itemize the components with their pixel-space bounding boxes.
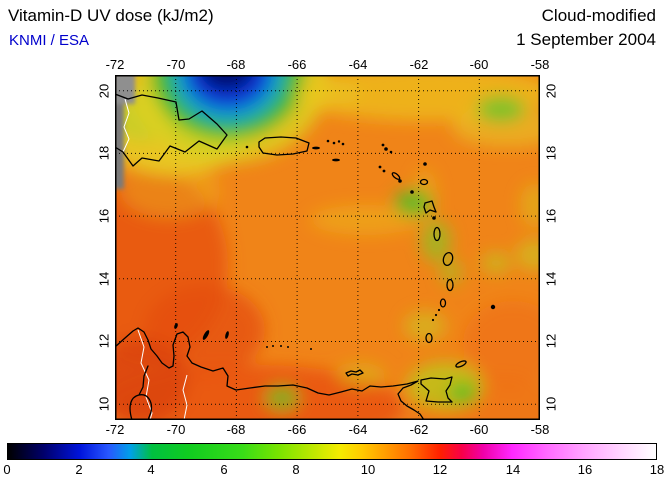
lat-tick-left: 14	[96, 271, 112, 287]
coast-tobago	[455, 360, 467, 368]
coast-st-vincent	[439, 298, 447, 308]
colorbar-tick: 8	[292, 462, 300, 477]
colorbar-gradient	[7, 443, 657, 460]
lon-tick-bottom: -72	[105, 422, 125, 437]
date-label: 1 September 2004	[516, 30, 656, 49]
lat-tick-left: 16	[96, 208, 112, 224]
coast-dominica	[433, 226, 441, 242]
lon-tick-top: -68	[226, 57, 246, 72]
lon-tick-top: -62	[409, 57, 429, 72]
lon-tick-bottom: -68	[226, 422, 246, 437]
colorbar-tick: 18	[649, 462, 665, 477]
lon-tick-top: -70	[166, 57, 186, 72]
credit-label: KNMI / ESA	[9, 32, 90, 49]
lon-tick-top: -64	[348, 57, 368, 72]
coast-margarita	[345, 369, 364, 377]
no-data-patch	[115, 75, 135, 189]
coast-st-kitts	[391, 172, 401, 180]
lon-tick-bottom: -66	[287, 422, 307, 437]
grid-lines	[115, 75, 540, 420]
lat-tick-right: 12	[543, 333, 559, 349]
lon-tick-top: -58	[530, 57, 550, 72]
uv-field-blobs	[115, 75, 540, 420]
page-title: Vitamin-D UV dose (kJ/m2)	[8, 6, 214, 25]
colorbar-tick: 14	[505, 462, 521, 477]
coast-martinique	[442, 251, 454, 267]
lon-tick-top: -72	[105, 57, 125, 72]
lat-tick-right: 18	[543, 145, 559, 161]
lat-tick-right: 10	[543, 396, 559, 412]
uv-dose-map	[115, 75, 540, 420]
lon-tick-bottom: -58	[530, 422, 550, 437]
coast-st-lucia	[446, 278, 454, 292]
lat-tick-left: 10	[96, 396, 112, 412]
lon-tick-bottom: -60	[469, 422, 489, 437]
colorbar-tick: 12	[432, 462, 448, 477]
lat-tick-left: 18	[96, 145, 112, 161]
coast-puerto-rico	[258, 136, 310, 156]
colorbar-tick: 6	[220, 462, 228, 477]
coast-hispaniola	[115, 93, 228, 167]
lon-tick-bottom: -62	[409, 422, 429, 437]
coastlines	[115, 93, 467, 420]
lon-tick-bottom: -64	[348, 422, 368, 437]
lon-tick-top: -60	[469, 57, 489, 72]
colorbar-tick: 10	[360, 462, 376, 477]
colorbar-tick: 2	[75, 462, 83, 477]
colorbar-tick: 16	[577, 462, 593, 477]
lat-tick-left: 12	[96, 333, 112, 349]
lat-tick-right: 20	[543, 83, 559, 99]
colorbar-tick: 0	[3, 462, 11, 477]
map-frame	[115, 75, 540, 420]
country-borders	[122, 98, 188, 420]
coast-antigua	[419, 178, 429, 186]
coast-grenada	[425, 332, 433, 344]
lat-tick-right: 14	[543, 271, 559, 287]
coast-guadeloupe	[423, 200, 437, 214]
lon-tick-bottom: -70	[166, 422, 186, 437]
coast-venezuela	[115, 327, 425, 420]
mode-label: Cloud-modified	[541, 6, 656, 25]
coast-trinidad	[420, 376, 453, 403]
lat-tick-left: 20	[96, 83, 112, 99]
lon-tick-top: -66	[287, 57, 307, 72]
coast-lake-maracaibo	[129, 365, 153, 420]
colorbar-tick: 4	[147, 462, 155, 477]
lat-tick-right: 16	[543, 208, 559, 224]
small-islands	[174, 139, 496, 350]
